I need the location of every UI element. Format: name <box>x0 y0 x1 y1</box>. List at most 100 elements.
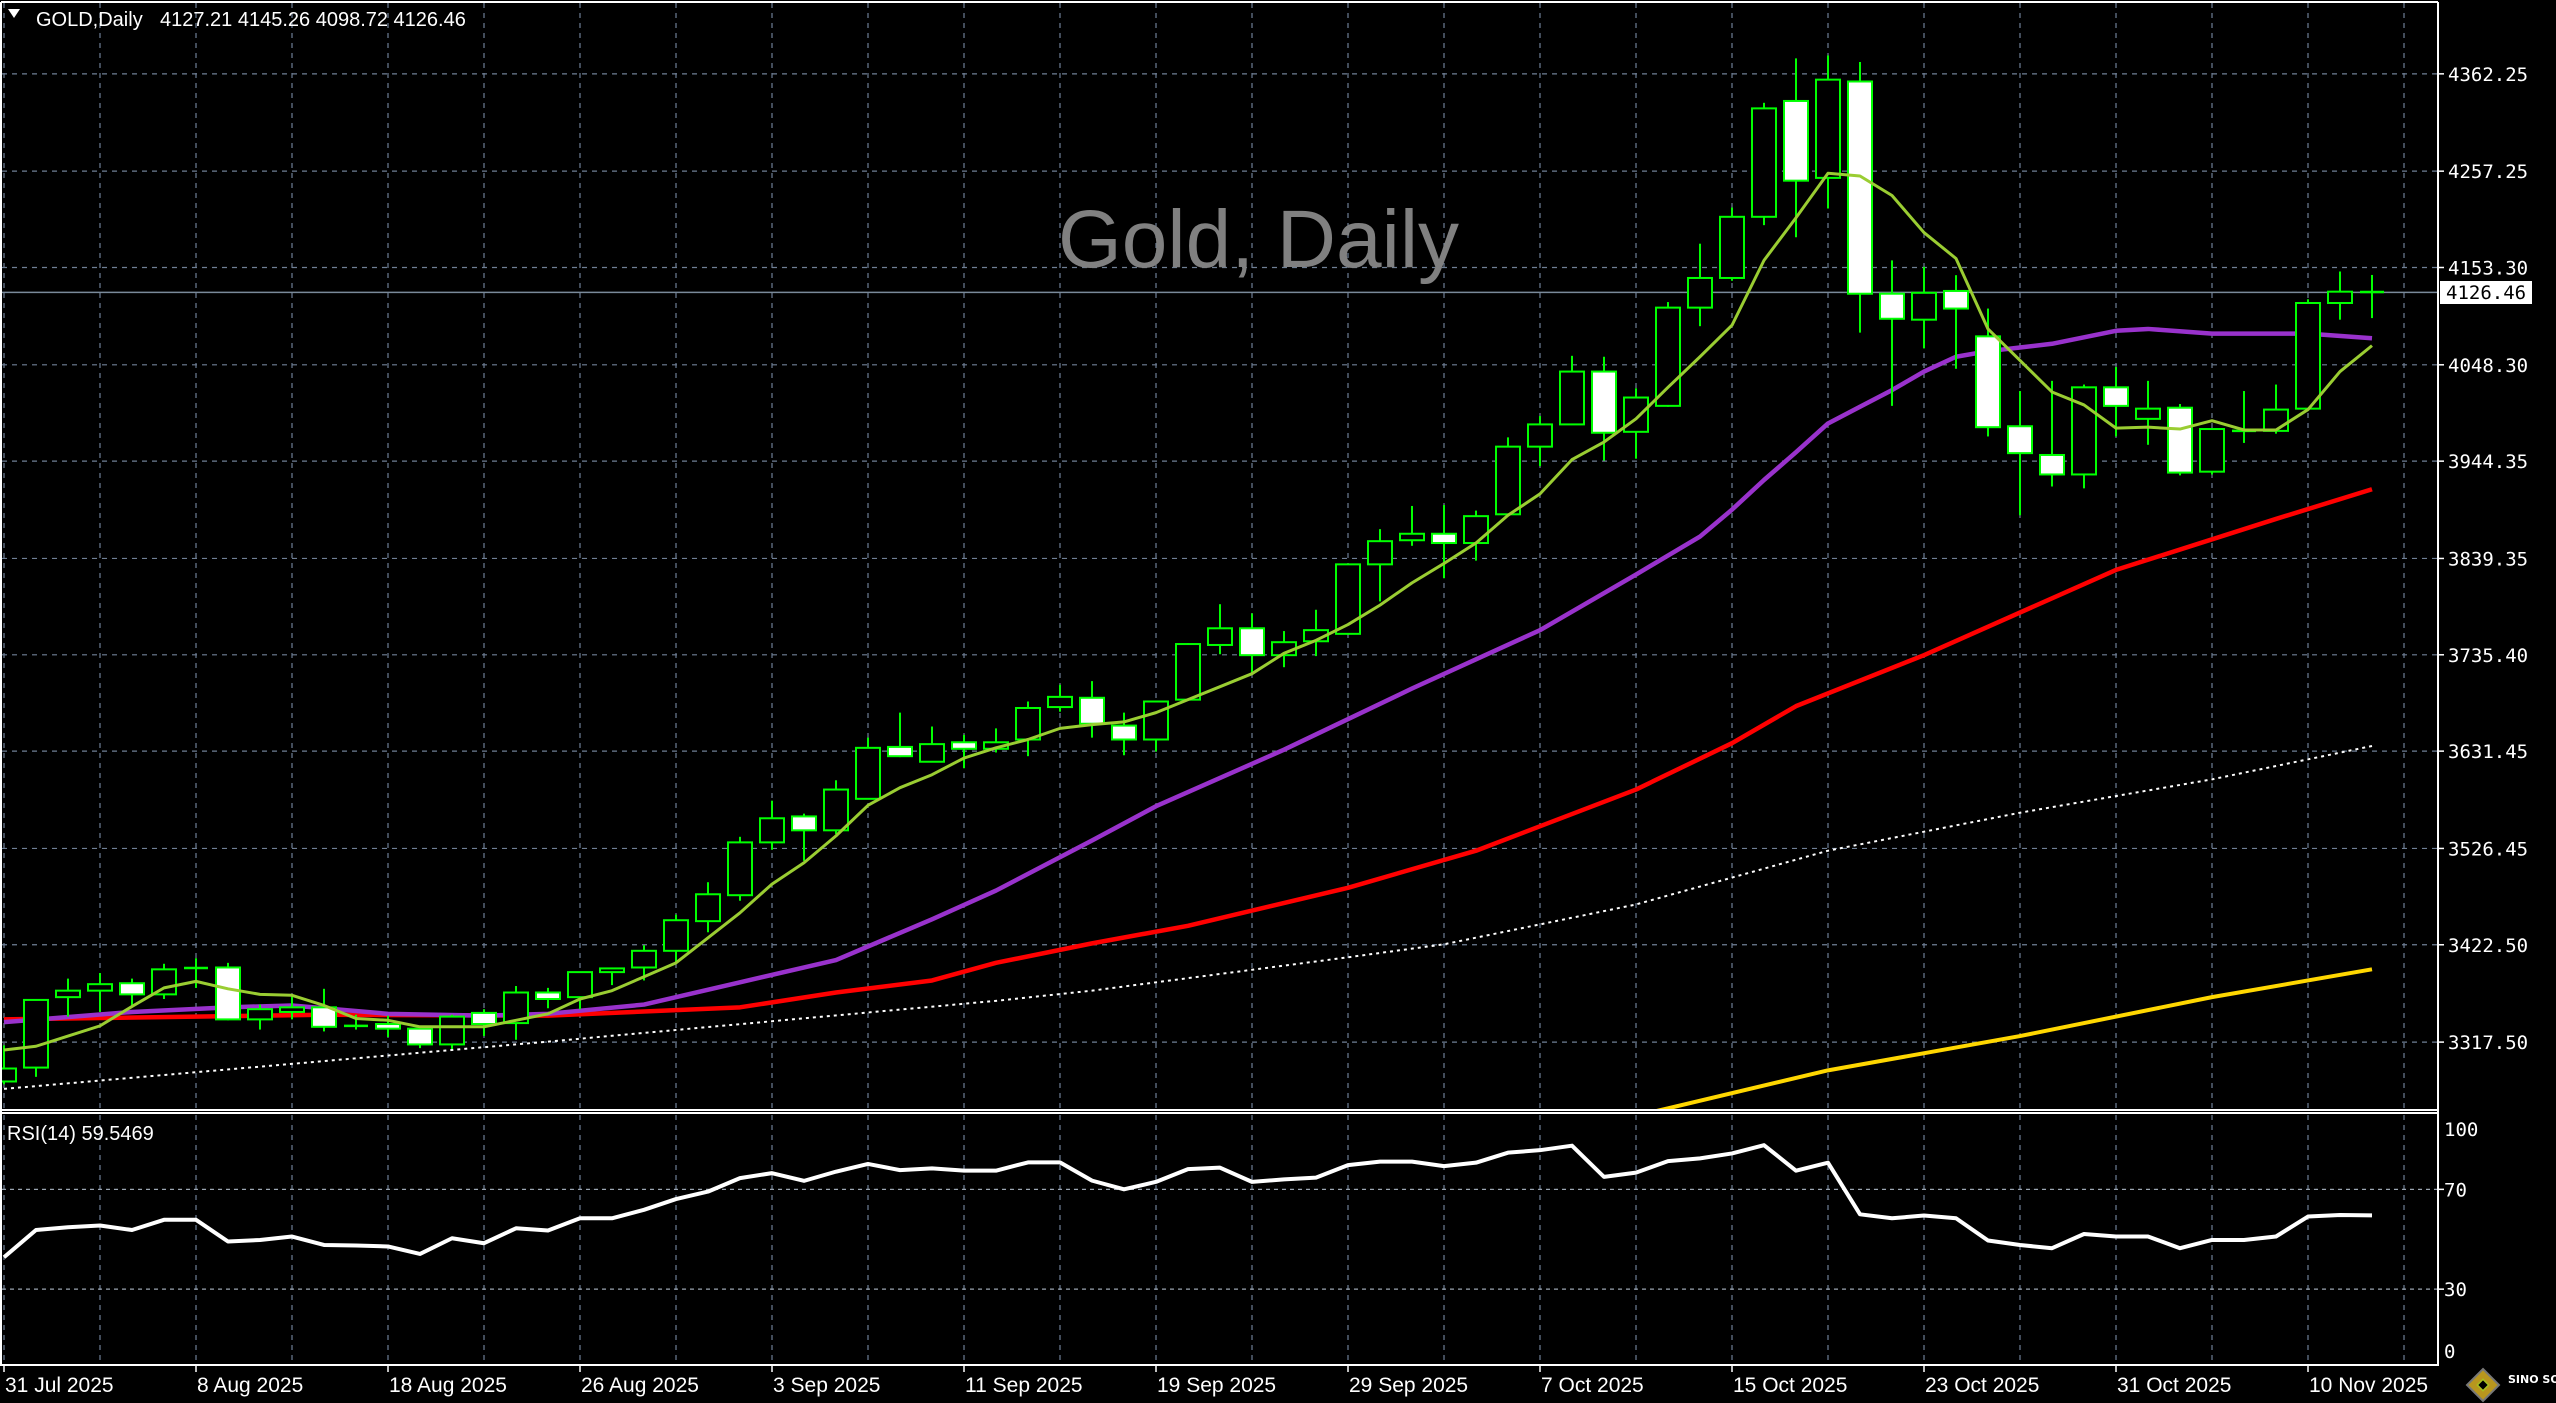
candle-body-bull <box>1719 215 1745 279</box>
candle[interactable] <box>1911 266 1937 349</box>
candle-body-bull <box>1047 695 1073 709</box>
candle[interactable] <box>311 988 337 1032</box>
candle[interactable] <box>2327 271 2353 320</box>
candle[interactable] <box>1623 388 1649 459</box>
candle[interactable] <box>791 813 817 861</box>
candle[interactable] <box>1495 437 1521 516</box>
date-label: 11 Sep 2025 <box>965 1374 1083 1397</box>
candle[interactable] <box>1143 700 1169 752</box>
candle[interactable] <box>663 914 689 963</box>
candle[interactable] <box>855 737 881 800</box>
candle[interactable] <box>1175 643 1201 701</box>
symbol-timeframe: GOLD,Daily <box>36 9 143 31</box>
triangle-down-icon[interactable] <box>8 9 20 18</box>
candle[interactable] <box>1879 260 1905 406</box>
candle[interactable] <box>887 712 913 758</box>
candle[interactable] <box>1943 275 1969 369</box>
candle-body-bear <box>1431 532 1457 545</box>
candle[interactable] <box>2295 299 2321 410</box>
candle[interactable] <box>1111 712 1137 756</box>
candle[interactable] <box>2360 274 2384 319</box>
candle[interactable] <box>2007 391 2033 516</box>
candle[interactable] <box>55 978 81 1017</box>
candle-body-bull <box>695 893 721 923</box>
candle[interactable] <box>215 962 241 1021</box>
candle-body-bull <box>1687 276 1713 309</box>
candle[interactable] <box>1367 529 1393 602</box>
candle-body-bull <box>1207 627 1233 646</box>
candle-body-bull <box>151 968 177 996</box>
candle[interactable] <box>184 958 208 988</box>
candle[interactable] <box>1847 62 1873 333</box>
candle[interactable] <box>1239 613 1265 673</box>
candle[interactable] <box>2135 380 2161 445</box>
candle[interactable] <box>567 971 593 1010</box>
candle[interactable] <box>695 882 721 933</box>
candle[interactable] <box>1399 505 1425 546</box>
axes: 4362.25 4257.25 4153.30 4048.30 3944.35 3839.… <box>3 64 2528 1397</box>
candle[interactable] <box>2039 380 2065 487</box>
candle[interactable] <box>727 836 753 901</box>
date-label: 8 Aug 2025 <box>197 1374 303 1397</box>
candle[interactable] <box>1783 58 1809 238</box>
date-label: 31 Jul 2025 <box>5 1374 114 1397</box>
candle[interactable] <box>1207 604 1233 655</box>
candle-body-bull <box>1463 515 1489 545</box>
candle[interactable] <box>1751 102 1777 226</box>
date-label: 3 Sep 2025 <box>773 1374 880 1397</box>
candle[interactable] <box>535 987 561 1009</box>
candle-body-bull <box>727 841 753 897</box>
candle[interactable] <box>631 945 657 981</box>
candle-body-bull <box>1911 291 1937 321</box>
candle[interactable] <box>1687 243 1713 327</box>
candle[interactable] <box>2103 366 2129 437</box>
candle[interactable] <box>2199 428 2225 475</box>
candle[interactable] <box>0 1045 17 1085</box>
candle[interactable] <box>599 967 625 986</box>
date-label: 7 Oct 2025 <box>1541 1374 1644 1397</box>
candle-body-bull <box>823 788 849 832</box>
candle-body-bear <box>535 991 561 1000</box>
candle[interactable] <box>2167 404 2193 476</box>
candle[interactable] <box>1431 505 1457 579</box>
candle[interactable] <box>1079 681 1105 738</box>
candle[interactable] <box>151 963 177 999</box>
candle-body-bull <box>1751 107 1777 218</box>
candle[interactable] <box>1815 55 1841 209</box>
logo-text: SINO SOUND <box>2508 1373 2556 1386</box>
candle[interactable] <box>1719 207 1745 281</box>
candle[interactable] <box>119 978 145 1008</box>
price-tick-label: 3839.35 <box>2448 548 2528 570</box>
candle[interactable] <box>471 1009 497 1037</box>
candle-body-bull <box>855 746 881 800</box>
candle[interactable] <box>1047 684 1073 712</box>
price-tick-label: 3631.45 <box>2448 741 2528 763</box>
candle[interactable] <box>87 973 113 1012</box>
candle[interactable] <box>1335 563 1361 635</box>
candle[interactable] <box>247 1004 273 1030</box>
candle-body-bear <box>1783 99 1809 182</box>
candle[interactable] <box>407 1025 433 1049</box>
candle[interactable] <box>919 726 945 763</box>
date-label: 26 Aug 2025 <box>581 1374 699 1397</box>
rsi-label: RSI(14) 59.5469 <box>7 1123 154 1145</box>
logo-inner-mark <box>2476 1378 2490 1392</box>
candle-body-bear <box>1239 627 1265 657</box>
candle[interactable] <box>23 998 49 1077</box>
candle[interactable] <box>279 994 305 1020</box>
candle[interactable] <box>1527 416 1553 467</box>
candle-body-bear <box>1847 80 1873 295</box>
candle-body-bear <box>119 982 145 996</box>
candle[interactable] <box>759 800 785 850</box>
candle[interactable] <box>951 734 977 769</box>
candle[interactable] <box>439 1014 465 1050</box>
candle-body-bull <box>1527 423 1553 448</box>
candle[interactable] <box>1591 356 1617 461</box>
price-tick-label: 4048.30 <box>2448 355 2528 377</box>
price-tick-label: 4153.30 <box>2448 257 2528 279</box>
candle-body-bear <box>791 815 817 832</box>
candle[interactable] <box>1559 355 1585 426</box>
candle[interactable] <box>1655 302 1681 407</box>
candle[interactable] <box>823 780 849 835</box>
